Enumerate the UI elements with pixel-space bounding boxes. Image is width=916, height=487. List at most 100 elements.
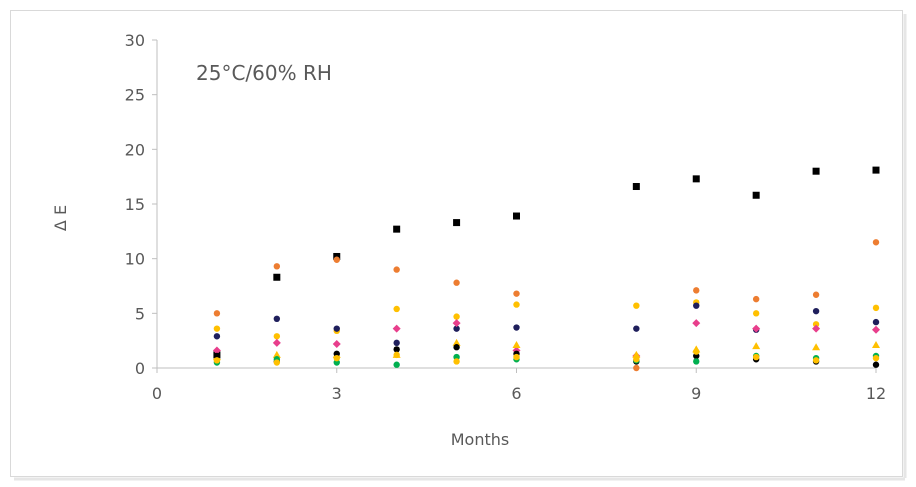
data-point	[633, 364, 640, 372]
data-point	[393, 225, 401, 233]
data-point	[872, 166, 880, 174]
data-point	[273, 263, 281, 270]
y-axis-label: Δ E	[51, 205, 70, 231]
data-point	[512, 341, 521, 349]
data-point	[393, 339, 400, 347]
data-point	[752, 191, 760, 199]
series-4	[213, 302, 880, 347]
data-point	[752, 342, 761, 350]
y-tick-label: 10	[125, 250, 145, 269]
data-point	[693, 302, 700, 309]
y-tick-label: 0	[135, 359, 145, 378]
data-point	[213, 352, 221, 360]
data-points	[212, 166, 880, 372]
data-point	[453, 344, 460, 351]
y-tick-label: 20	[125, 140, 145, 159]
data-point	[452, 338, 461, 346]
data-point	[333, 350, 340, 357]
series-2	[213, 239, 880, 372]
data-point	[272, 350, 281, 358]
data-point	[453, 279, 460, 286]
data-point	[812, 343, 821, 351]
data-point	[213, 333, 221, 340]
data-point	[872, 304, 880, 312]
data-point	[872, 239, 880, 246]
axes	[152, 39, 877, 373]
data-point	[752, 353, 760, 361]
data-point	[513, 290, 520, 297]
data-point	[453, 353, 460, 361]
x-axis-label: Months	[451, 430, 509, 449]
data-point	[333, 354, 340, 362]
data-point	[453, 219, 461, 227]
data-point	[693, 352, 700, 360]
data-point	[633, 302, 640, 309]
data-point	[513, 324, 520, 331]
y-tick-label: 30	[125, 31, 145, 50]
data-point	[692, 319, 701, 328]
data-point	[452, 319, 461, 328]
data-point	[872, 361, 880, 368]
data-point	[752, 295, 760, 303]
data-point	[393, 346, 400, 353]
data-point	[692, 175, 700, 183]
data-point	[332, 339, 341, 348]
data-point	[333, 252, 341, 260]
data-point	[273, 273, 281, 281]
data-point	[812, 167, 820, 175]
data-point	[272, 338, 281, 347]
y-tick-label: 5	[135, 304, 145, 323]
chart-border	[10, 10, 903, 477]
data-point	[872, 325, 880, 334]
x-tick-label: 6	[511, 384, 521, 403]
data-point	[633, 325, 640, 332]
data-point	[812, 357, 820, 364]
y-tick-label: 15	[125, 195, 145, 214]
data-point	[513, 212, 520, 220]
series-9	[213, 348, 880, 366]
data-point	[392, 324, 401, 333]
data-point	[513, 353, 520, 361]
data-point	[453, 325, 460, 332]
data-point	[812, 291, 820, 298]
data-point	[393, 361, 400, 368]
data-point	[393, 266, 400, 273]
data-point	[213, 325, 221, 332]
y-tick-label: 25	[125, 86, 145, 105]
data-point	[513, 301, 520, 308]
data-point	[812, 324, 821, 333]
tick-labels: 0 5 10 15 20 25 30 0 3 6 9 12	[125, 31, 887, 403]
data-point	[273, 333, 281, 340]
data-point	[752, 310, 760, 317]
data-point	[453, 358, 460, 365]
x-tick-label: 3	[332, 384, 342, 403]
data-point	[213, 357, 221, 364]
data-point	[872, 341, 880, 349]
data-point	[632, 183, 640, 191]
x-tick-label: 9	[691, 384, 701, 403]
data-point	[393, 351, 400, 359]
data-point	[333, 256, 340, 263]
data-point	[393, 305, 400, 313]
data-point	[693, 358, 700, 365]
data-point	[273, 315, 281, 322]
annotation-label: 25°C/60% RH	[196, 61, 332, 85]
data-point	[872, 318, 880, 326]
data-point	[213, 310, 221, 317]
data-point	[752, 324, 761, 333]
data-point	[693, 348, 700, 355]
x-tick-label: 0	[152, 384, 162, 403]
data-point	[693, 287, 700, 294]
series-3	[213, 299, 880, 340]
data-point	[212, 346, 221, 355]
data-point	[812, 321, 820, 328]
data-point	[632, 350, 641, 358]
data-point	[872, 354, 880, 362]
data-point	[333, 359, 340, 366]
data-point	[453, 313, 460, 320]
data-point	[812, 307, 820, 315]
data-point	[633, 356, 640, 363]
data-point	[273, 359, 281, 366]
